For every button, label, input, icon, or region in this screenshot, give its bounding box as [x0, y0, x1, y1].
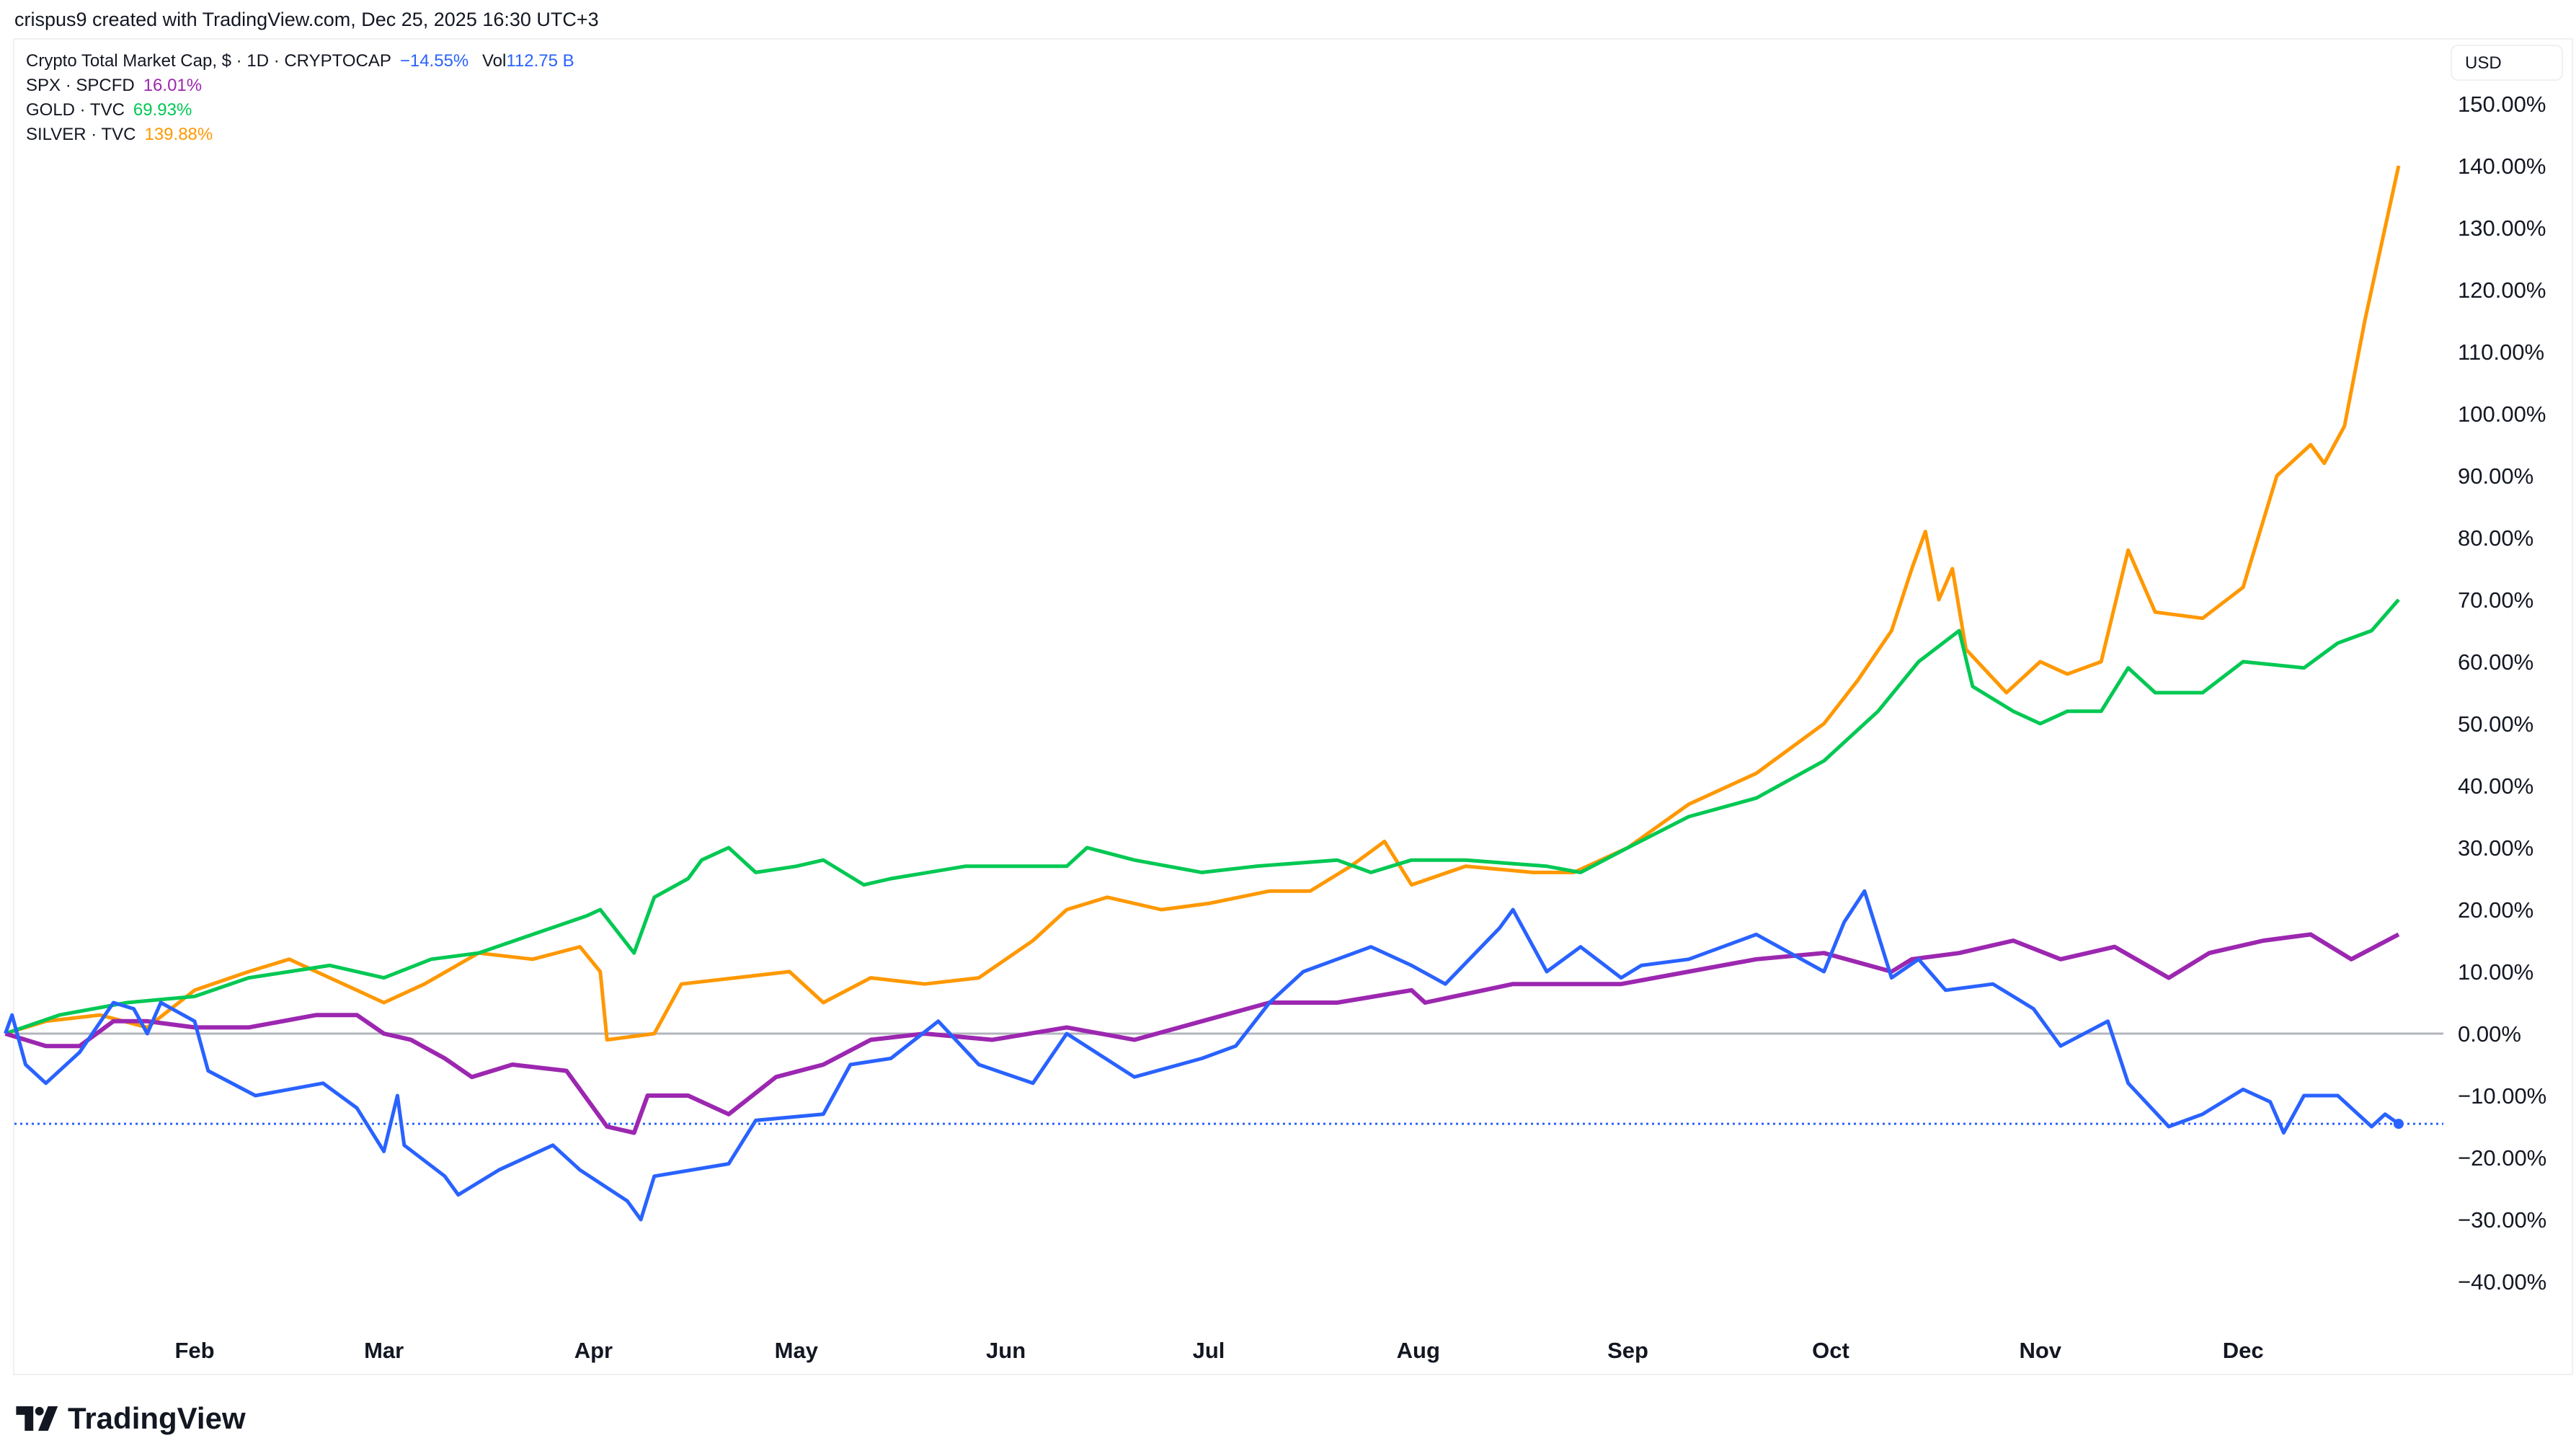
last-value-dot	[2393, 1119, 2404, 1129]
y-tick-label: 40.00%	[2458, 773, 2533, 799]
chart-pane[interactable]	[13, 38, 2573, 1375]
legend-value: 139.88%	[144, 125, 213, 144]
y-tick-label: −30.00%	[2458, 1207, 2546, 1233]
y-tick-label: −40.00%	[2458, 1269, 2546, 1295]
legend-value: −14.55%	[399, 51, 469, 71]
y-tick-label: 130.00%	[2458, 216, 2546, 241]
x-tick-label: Oct	[1812, 1338, 1849, 1363]
x-tick-label: Nov	[2019, 1338, 2061, 1363]
legend-volume-value: 112.75 B	[506, 51, 574, 71]
y-tick-label: 100.00%	[2458, 401, 2546, 427]
legend-value: 16.01%	[143, 76, 203, 95]
y-tick-label: 60.00%	[2458, 649, 2533, 675]
y-tick-label: 90.00%	[2458, 463, 2533, 489]
legend: Crypto Total Market Cap, $ · 1D · CRYPTO…	[26, 49, 574, 147]
y-tick-label: 110.00%	[2458, 339, 2544, 365]
legend-row-gold[interactable]: GOLD · TVC 69.93%	[26, 98, 574, 123]
currency-button[interactable]: USD	[2451, 45, 2563, 81]
y-tick-label: 140.00%	[2458, 154, 2546, 179]
tradingview-brand: TradingView	[68, 1401, 246, 1435]
y-tick-label: 80.00%	[2458, 525, 2533, 551]
series-line-crypto[interactable]	[4, 889, 2400, 1222]
y-tick-label: 30.00%	[2458, 835, 2533, 861]
tradingview-logo-icon	[16, 1406, 58, 1431]
series-line-gold[interactable]	[4, 598, 2400, 1036]
legend-value: 69.93%	[133, 100, 192, 120]
x-tick-label: Feb	[174, 1338, 214, 1363]
chart-credit: crispus9 created with TradingView.com, D…	[14, 9, 599, 30]
y-tick-label: 50.00%	[2458, 711, 2533, 737]
legend-label: GOLD · TVC	[26, 100, 125, 120]
y-tick-label: 150.00%	[2458, 92, 2546, 117]
y-tick-label: 20.00%	[2458, 897, 2533, 923]
legend-label: SILVER · TVC	[26, 125, 136, 144]
legend-label: SPX · SPCFD	[26, 76, 135, 95]
legend-volume-label: Vol	[481, 51, 507, 71]
y-tick-label: 120.00%	[2458, 278, 2546, 303]
y-tick-label: 10.00%	[2458, 959, 2533, 985]
x-tick-label: Jun	[986, 1338, 1026, 1363]
legend-row-spx[interactable]: SPX · SPCFD 16.01%	[26, 74, 574, 98]
legend-row-crypto[interactable]: Crypto Total Market Cap, $ · 1D · CRYPTO…	[26, 49, 574, 74]
y-tick-label: 70.00%	[2458, 587, 2533, 613]
x-tick-label: Dec	[2223, 1338, 2264, 1363]
x-tick-label: Mar	[364, 1338, 404, 1363]
y-tick-label: 0.00%	[2458, 1021, 2521, 1047]
y-tick-label: −10.00%	[2458, 1083, 2546, 1109]
legend-label: Crypto Total Market Cap, $ · 1D · CRYPTO…	[26, 51, 391, 71]
legend-row-silver[interactable]: SILVER · TVC 139.88%	[26, 123, 574, 147]
tradingview-logo[interactable]: TradingView	[16, 1401, 246, 1436]
series-line-silver[interactable]	[4, 165, 2401, 1042]
x-tick-label: Sep	[1607, 1338, 1648, 1363]
y-tick-label: −20.00%	[2458, 1145, 2546, 1171]
x-tick-label: Jul	[1193, 1338, 1225, 1363]
series-line-spx[interactable]	[4, 932, 2400, 1135]
x-tick-label: May	[775, 1338, 819, 1363]
x-tick-label: Aug	[1397, 1338, 1440, 1363]
x-tick-label: Apr	[574, 1338, 613, 1363]
